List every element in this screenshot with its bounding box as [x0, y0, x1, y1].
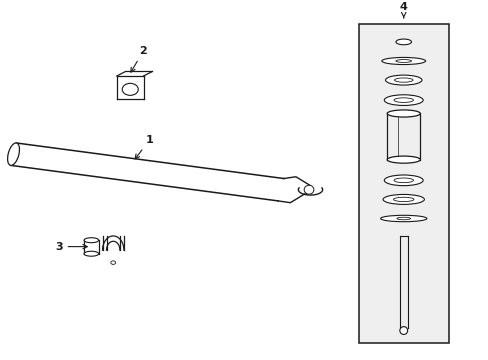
Ellipse shape [393, 98, 413, 103]
Ellipse shape [111, 261, 116, 264]
Ellipse shape [384, 175, 422, 186]
Ellipse shape [381, 58, 425, 64]
Ellipse shape [386, 156, 419, 163]
Text: 4: 4 [399, 2, 407, 18]
Text: 1: 1 [135, 135, 153, 159]
Ellipse shape [380, 215, 426, 222]
Ellipse shape [396, 217, 410, 220]
Ellipse shape [394, 78, 412, 82]
Ellipse shape [395, 39, 411, 45]
Ellipse shape [122, 84, 138, 95]
Ellipse shape [386, 110, 419, 117]
Ellipse shape [393, 178, 413, 183]
Ellipse shape [384, 95, 422, 105]
Ellipse shape [8, 143, 20, 165]
Ellipse shape [382, 194, 424, 204]
Ellipse shape [399, 327, 407, 334]
Ellipse shape [304, 185, 313, 194]
Ellipse shape [393, 197, 413, 202]
Text: 2: 2 [131, 46, 147, 72]
Ellipse shape [84, 238, 99, 243]
Ellipse shape [385, 75, 421, 85]
Ellipse shape [395, 59, 411, 62]
Bar [358, 24, 448, 343]
Text: 3: 3 [55, 242, 87, 252]
Ellipse shape [84, 251, 99, 256]
